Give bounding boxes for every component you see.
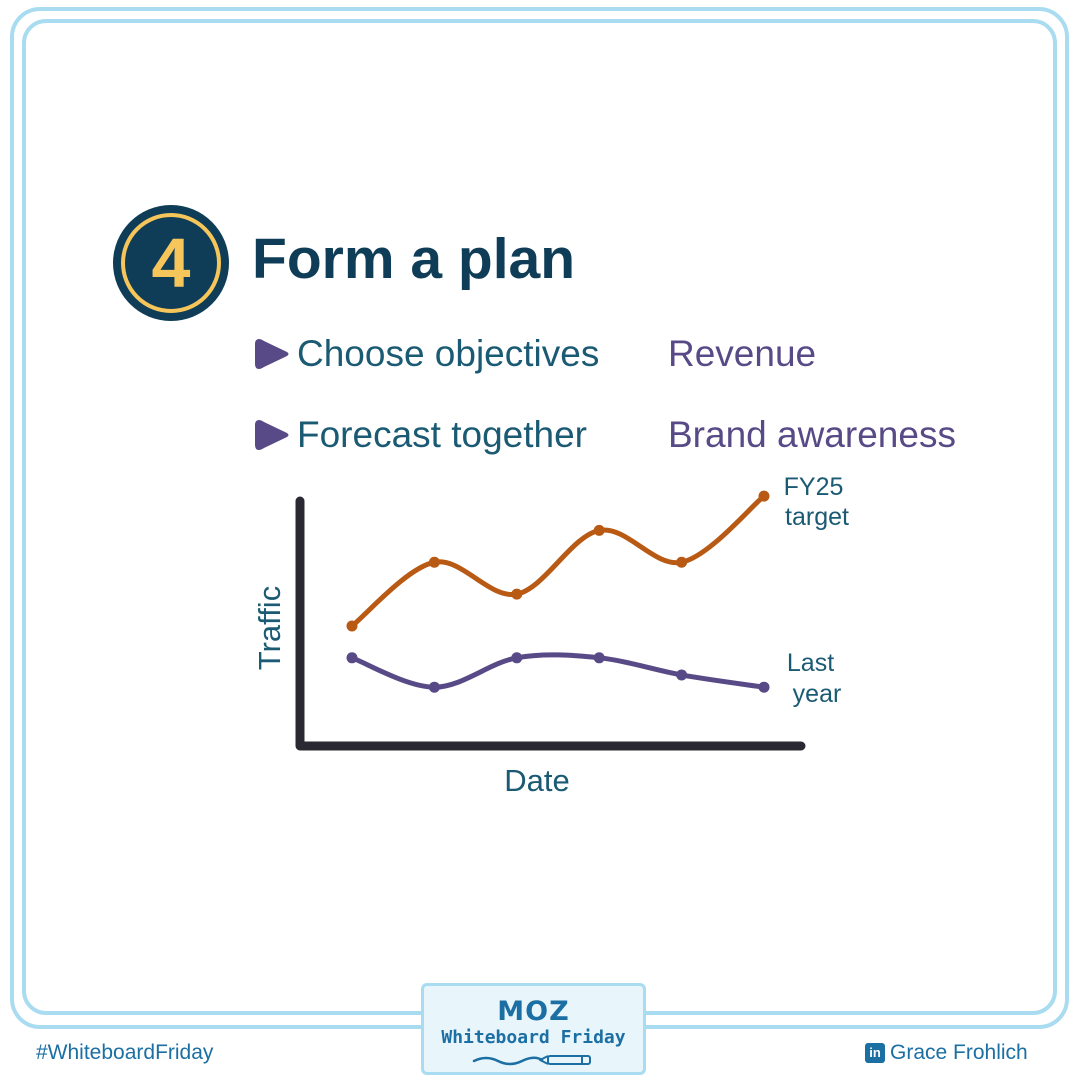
- series-label-line: Last: [787, 649, 834, 677]
- bullet-detail: Brand awareness: [668, 414, 956, 455]
- chart-axes: [295, 496, 806, 751]
- data-point: [428, 556, 440, 568]
- data-point: [593, 652, 605, 664]
- data-point: [511, 588, 523, 600]
- series-label-line: target: [785, 503, 849, 531]
- data-point: [346, 620, 358, 632]
- series-label-target: FY25 target: [784, 473, 851, 531]
- play-bullet-icon: [255, 339, 289, 369]
- series-layer: [346, 490, 770, 693]
- series-label-line: year: [793, 680, 842, 708]
- series-line-fy25-target: [349, 493, 767, 629]
- hashtag: #WhiteboardFriday: [36, 1041, 214, 1064]
- data-point: [428, 681, 440, 693]
- data-point: [758, 490, 770, 502]
- data-point: [676, 556, 688, 568]
- page-title: Form a plan: [252, 227, 576, 291]
- play-bullet-icon: [255, 420, 289, 450]
- linkedin-icon: in: [865, 1043, 885, 1063]
- author-credit[interactable]: in Grace Frohlich: [865, 1041, 1028, 1067]
- bullet-text: Choose objectives: [297, 333, 600, 374]
- data-point: [346, 652, 358, 664]
- data-point: [511, 652, 523, 664]
- step-number-badge: 4: [113, 205, 229, 321]
- x-axis-label: Date: [504, 763, 569, 798]
- show-name: Whiteboard Friday: [441, 1027, 626, 1048]
- series-label-last-year: Last year: [787, 649, 841, 708]
- data-point: [758, 681, 770, 693]
- author-name: Grace Frohlich: [890, 1041, 1028, 1064]
- step-number: 4: [151, 224, 191, 302]
- whiteboard-friday-logo: MOZ Whiteboard Friday: [421, 983, 646, 1075]
- series-label-line: FY25: [784, 473, 844, 501]
- bullet-text: Forecast together: [297, 414, 587, 455]
- data-point: [676, 669, 688, 681]
- series-line-last-year: [349, 652, 767, 690]
- marker-scribble-icon: [472, 1055, 591, 1066]
- step-badge-ring: [121, 213, 221, 313]
- bullet-detail: Revenue: [668, 333, 817, 374]
- data-point: [593, 524, 605, 536]
- moz-logo: MOZ: [497, 996, 570, 1027]
- y-axis-label: Traffic: [252, 586, 287, 670]
